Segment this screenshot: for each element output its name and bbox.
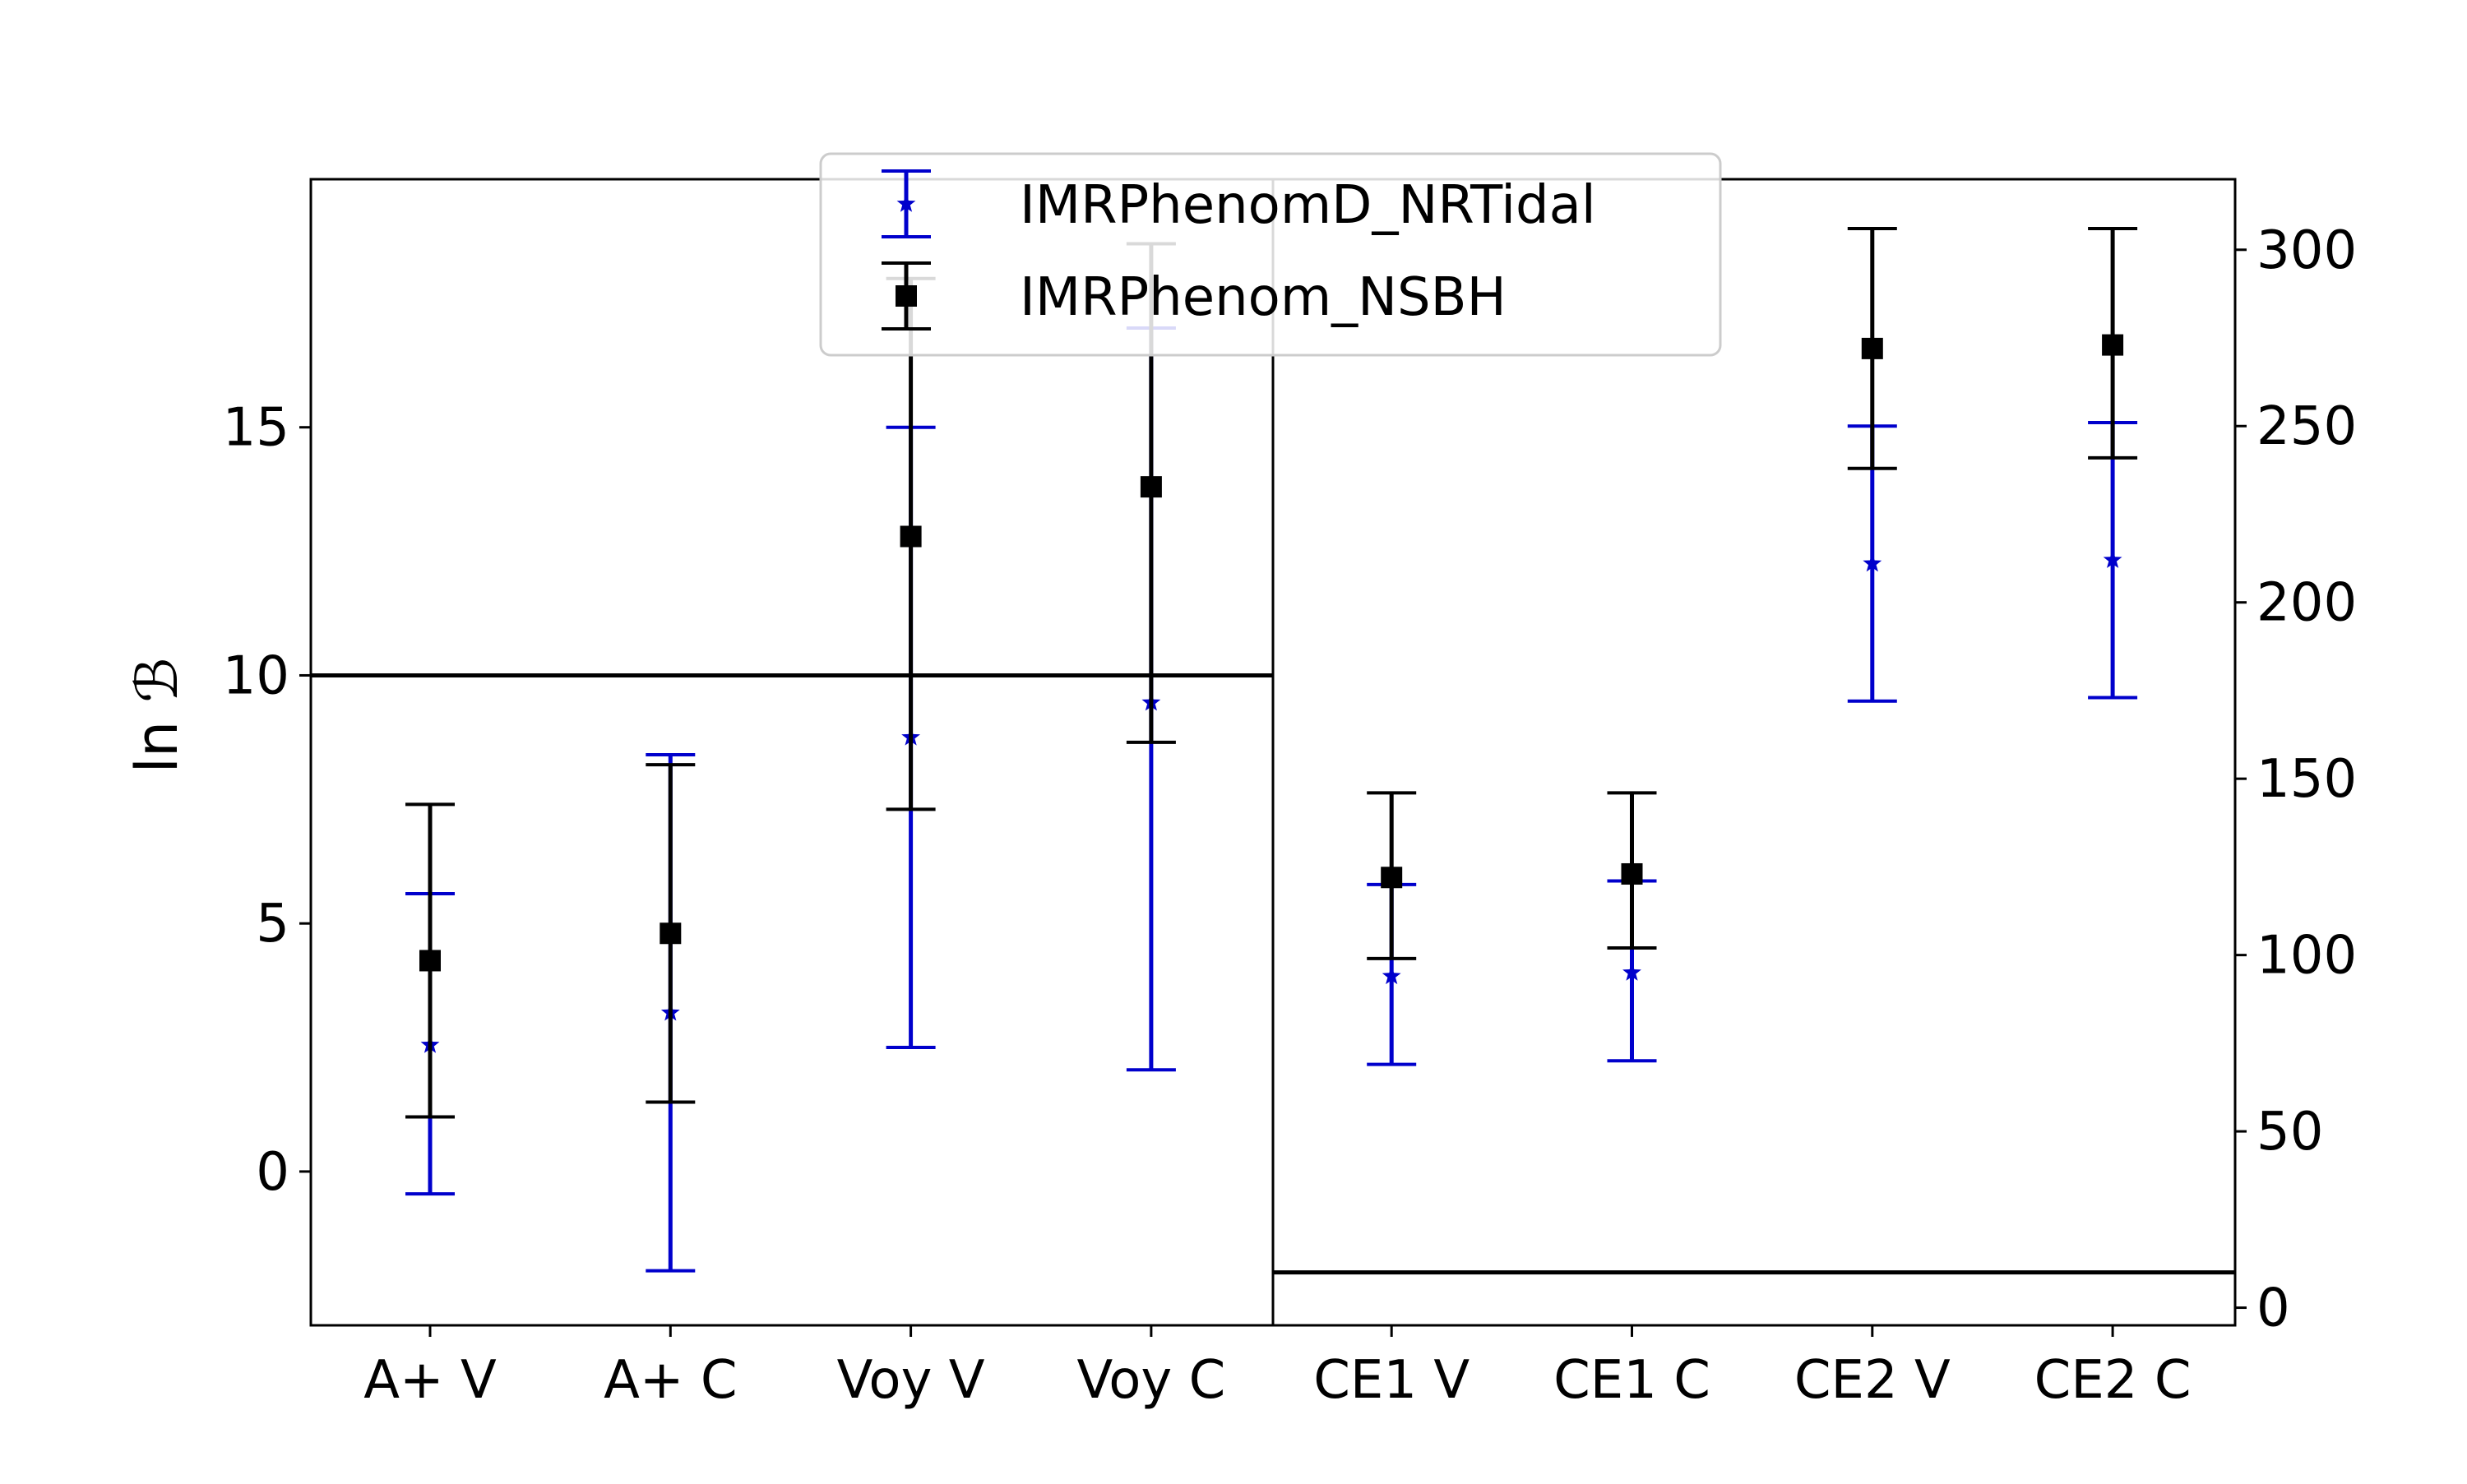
- left-tick-label-0: 0: [256, 1142, 289, 1203]
- data-point-0-4: [1382, 966, 1401, 985]
- data-point-1-1: [660, 922, 682, 945]
- left-tick-label-3: 15: [223, 398, 289, 459]
- data-point-1-0: [419, 950, 441, 972]
- right-tick-label-0: 0: [2256, 1278, 2290, 1339]
- legend-marker-1: [896, 285, 917, 307]
- x-tick-label-0: A+ V: [363, 1350, 497, 1411]
- data-point-1-6: [1861, 337, 1883, 359]
- x-tick-label-4: CE1 V: [1313, 1350, 1470, 1411]
- data-point-1-3: [1140, 476, 1162, 498]
- data-point-1-5: [1621, 862, 1643, 885]
- data-point-0-5: [1622, 963, 1641, 981]
- data-point-1-7: [2102, 334, 2124, 356]
- data-point-0-7: [2103, 550, 2122, 568]
- data-point-1-4: [1381, 867, 1403, 889]
- legend-marker-0: [896, 194, 916, 212]
- errorbars-layer: [405, 227, 2138, 1273]
- right-tick-label-1: 50: [2256, 1102, 2323, 1163]
- left-tick-label-2: 10: [223, 645, 289, 706]
- x-tick-label-7: CE2 C: [2034, 1350, 2192, 1411]
- x-tick-label-3: Voy C: [1076, 1350, 1225, 1411]
- right-tick-label-4: 200: [2256, 573, 2357, 634]
- data-point-0-6: [1863, 553, 1882, 572]
- x-tick-label-1: A+ C: [604, 1350, 737, 1411]
- x-tick-label-5: CE1 C: [1553, 1350, 1710, 1411]
- x-tick-label-6: CE2 V: [1794, 1350, 1951, 1411]
- y-axis-label: ln ℬ: [123, 657, 191, 773]
- right-tick-label-2: 100: [2256, 926, 2357, 987]
- legend-label-0: IMRPhenomD_NRTidal: [1020, 175, 1596, 236]
- x-tick-label-2: Voy V: [837, 1350, 985, 1411]
- right-tick-label-6: 300: [2256, 220, 2357, 281]
- data-point-1-2: [900, 525, 922, 548]
- left-tick-label-1: 5: [256, 894, 289, 955]
- legend-box: [819, 152, 1722, 357]
- right-tick-label-5: 250: [2256, 396, 2357, 457]
- legend: IMRPhenomD_NRTidal IMRPhenom_NSBH: [819, 152, 1722, 357]
- legend-label-1: IMRPhenom_NSBH: [1020, 267, 1507, 328]
- right-tick-label-3: 150: [2256, 749, 2357, 810]
